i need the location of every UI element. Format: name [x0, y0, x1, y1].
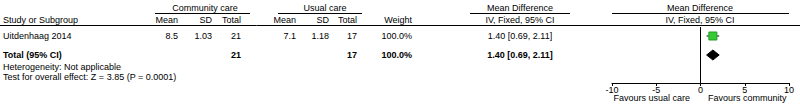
svg-text:Community care: Community care	[172, 3, 238, 13]
svg-text:Favours usual care: Favours usual care	[613, 93, 690, 103]
svg-text:21: 21	[231, 50, 241, 60]
svg-text:100.0%: 100.0%	[381, 31, 412, 41]
svg-text:17: 17	[347, 31, 357, 41]
svg-text:Total (95% CI): Total (95% CI)	[3, 50, 62, 60]
svg-text:Heterogeneity: Not applicable: Heterogeneity: Not applicable	[3, 62, 121, 72]
svg-text:1.40 [0.69, 2.11]: 1.40 [0.69, 2.11]	[487, 50, 553, 60]
svg-text:10: 10	[784, 85, 794, 95]
svg-text:Favours community: Favours community	[708, 93, 787, 103]
svg-text:IV, Fixed, 95% CI: IV, Fixed, 95% CI	[485, 15, 554, 25]
svg-text:1.40 [0.69, 2.11]: 1.40 [0.69, 2.11]	[488, 31, 552, 41]
svg-text:Mean Difference: Mean Difference	[667, 3, 733, 13]
svg-text:Usual care: Usual care	[303, 3, 346, 13]
svg-text:5: 5	[742, 85, 747, 95]
svg-text:Study or Subgroup: Study or Subgroup	[3, 15, 78, 25]
svg-text:21: 21	[231, 31, 241, 41]
svg-text:17: 17	[347, 50, 357, 60]
svg-text:1.03: 1.03	[194, 31, 212, 41]
svg-text:Mean: Mean	[273, 15, 296, 25]
svg-text:SD: SD	[316, 15, 329, 25]
svg-text:100.0%: 100.0%	[381, 50, 412, 60]
svg-text:Test for overall effect: Z = 3: Test for overall effect: Z = 3.85 (P = 0…	[3, 72, 176, 82]
svg-text:IV, Fixed, 95% CI: IV, Fixed, 95% CI	[665, 15, 734, 25]
svg-text:Uitdenhaag 2014: Uitdenhaag 2014	[3, 31, 72, 41]
svg-text:0: 0	[698, 85, 703, 95]
svg-text:SD: SD	[199, 15, 212, 25]
svg-text:8.5: 8.5	[165, 31, 178, 41]
svg-text:Mean Difference: Mean Difference	[487, 3, 553, 13]
svg-text:Total: Total	[222, 15, 241, 25]
svg-text:1.18: 1.18	[311, 31, 329, 41]
svg-text:-5: -5	[652, 85, 660, 95]
svg-text:Total: Total	[338, 15, 357, 25]
svg-text:Mean: Mean	[155, 15, 178, 25]
svg-text:7.1: 7.1	[283, 31, 296, 41]
svg-text:-10: -10	[605, 85, 618, 95]
svg-text:Weight: Weight	[384, 15, 412, 25]
